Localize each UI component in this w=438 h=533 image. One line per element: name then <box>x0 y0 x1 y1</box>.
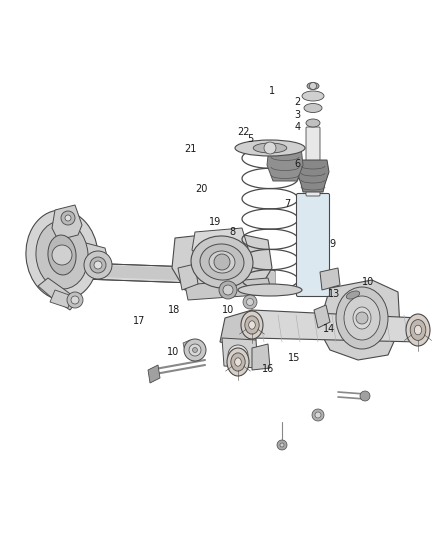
Polygon shape <box>52 205 82 240</box>
Ellipse shape <box>245 316 259 334</box>
Circle shape <box>243 295 257 309</box>
Ellipse shape <box>346 291 360 299</box>
Polygon shape <box>222 338 258 368</box>
Text: 20: 20 <box>195 184 208 194</box>
Circle shape <box>52 245 72 265</box>
Ellipse shape <box>209 251 235 273</box>
Polygon shape <box>38 278 78 310</box>
Ellipse shape <box>26 210 98 300</box>
Circle shape <box>264 142 276 154</box>
Circle shape <box>228 345 248 365</box>
Circle shape <box>61 211 75 225</box>
Polygon shape <box>320 268 340 290</box>
Ellipse shape <box>238 284 302 296</box>
Ellipse shape <box>406 314 430 346</box>
Text: 6: 6 <box>295 159 301 168</box>
Circle shape <box>247 298 254 305</box>
Text: 10: 10 <box>362 278 374 287</box>
Circle shape <box>90 257 106 273</box>
Circle shape <box>189 344 201 356</box>
Ellipse shape <box>306 119 320 127</box>
Polygon shape <box>267 147 303 181</box>
Ellipse shape <box>307 83 319 90</box>
Ellipse shape <box>241 311 263 339</box>
Circle shape <box>277 440 287 450</box>
Text: 4: 4 <box>295 122 301 132</box>
Ellipse shape <box>336 287 388 349</box>
Text: 21: 21 <box>184 144 197 154</box>
Circle shape <box>312 409 324 421</box>
Circle shape <box>67 292 83 308</box>
Ellipse shape <box>48 235 76 275</box>
Polygon shape <box>172 232 272 296</box>
Polygon shape <box>80 242 110 272</box>
Polygon shape <box>252 344 270 370</box>
Polygon shape <box>314 305 330 328</box>
Polygon shape <box>318 280 400 360</box>
Polygon shape <box>55 262 275 286</box>
Polygon shape <box>50 290 72 308</box>
Circle shape <box>356 312 368 324</box>
Circle shape <box>214 254 230 270</box>
Circle shape <box>71 296 79 304</box>
Circle shape <box>219 281 237 299</box>
Text: 7: 7 <box>284 199 290 208</box>
Ellipse shape <box>227 348 249 376</box>
Polygon shape <box>183 340 194 356</box>
Polygon shape <box>185 278 272 300</box>
Ellipse shape <box>249 321 255 329</box>
Text: 15: 15 <box>288 353 300 363</box>
Text: 18: 18 <box>168 305 180 315</box>
Polygon shape <box>192 228 248 260</box>
Polygon shape <box>297 160 329 192</box>
Circle shape <box>94 261 102 269</box>
FancyBboxPatch shape <box>306 127 320 196</box>
Text: 10: 10 <box>167 347 179 357</box>
Ellipse shape <box>191 236 253 288</box>
Text: 5: 5 <box>247 134 254 143</box>
Ellipse shape <box>200 244 244 280</box>
Text: 2: 2 <box>295 98 301 107</box>
Circle shape <box>65 215 71 221</box>
Text: 14: 14 <box>323 324 336 334</box>
Ellipse shape <box>344 296 380 340</box>
Polygon shape <box>100 265 275 284</box>
Circle shape <box>84 251 112 279</box>
Circle shape <box>233 350 243 360</box>
Text: 1: 1 <box>268 86 275 95</box>
Text: 3: 3 <box>295 110 301 119</box>
Text: 13: 13 <box>328 289 340 299</box>
Circle shape <box>310 83 317 90</box>
Ellipse shape <box>235 140 305 156</box>
Polygon shape <box>238 310 425 342</box>
Ellipse shape <box>410 320 426 341</box>
Text: 8: 8 <box>229 227 235 237</box>
Ellipse shape <box>231 353 245 371</box>
Circle shape <box>280 443 284 447</box>
Circle shape <box>315 412 321 418</box>
Ellipse shape <box>353 307 371 329</box>
Polygon shape <box>178 264 198 290</box>
Text: 9: 9 <box>330 239 336 248</box>
Circle shape <box>184 339 206 361</box>
Text: 17: 17 <box>133 316 145 326</box>
Ellipse shape <box>36 221 88 289</box>
Circle shape <box>360 391 370 401</box>
Polygon shape <box>148 365 160 383</box>
Circle shape <box>192 348 198 352</box>
Text: 10: 10 <box>222 305 234 315</box>
Text: 16: 16 <box>262 365 274 374</box>
Text: 19: 19 <box>209 217 222 227</box>
Polygon shape <box>220 310 256 348</box>
Ellipse shape <box>253 143 287 153</box>
Text: 22: 22 <box>237 127 249 137</box>
Ellipse shape <box>414 325 422 335</box>
Ellipse shape <box>235 358 241 366</box>
Ellipse shape <box>302 91 324 101</box>
Ellipse shape <box>304 103 322 112</box>
FancyBboxPatch shape <box>297 193 329 296</box>
Circle shape <box>223 285 233 295</box>
